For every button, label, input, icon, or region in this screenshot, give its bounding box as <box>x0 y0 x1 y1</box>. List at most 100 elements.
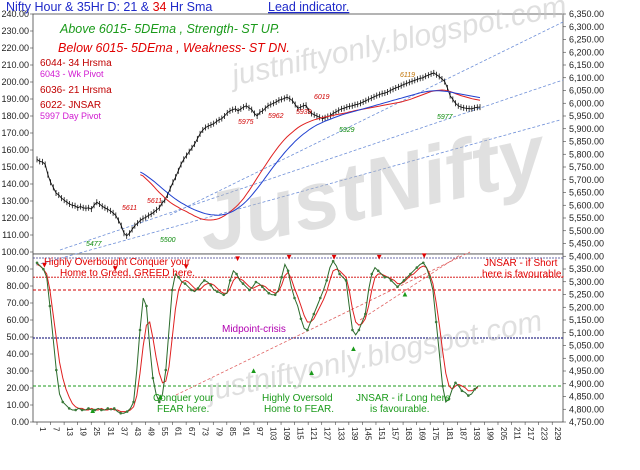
oscillator-point <box>312 312 316 316</box>
price-point-label: 5975 <box>238 119 254 126</box>
x-tick-label: 109 <box>282 427 291 441</box>
x-tick-label: 1 <box>38 427 47 432</box>
x-tick-label: 37 <box>119 427 128 436</box>
x-tick-label: 223 <box>540 427 549 441</box>
oscillator-point <box>325 279 329 282</box>
oscillator-point <box>209 283 213 287</box>
oscillator-point <box>331 259 335 263</box>
left-tick-label: 110.00 <box>2 230 29 240</box>
price-series-layer <box>36 69 481 239</box>
annotation-jnsar-long: JNSAR - if Long here is favourable. <box>356 393 453 415</box>
fear-line-1: Conquer your <box>153 393 214 404</box>
signal-arrow: ▼ <box>182 262 190 271</box>
x-tick-label: 91 <box>241 427 250 436</box>
x-tick-label: 97 <box>255 427 264 436</box>
left-tick-label: 210.00 <box>1 60 29 70</box>
x-tick-label: 103 <box>268 427 277 441</box>
oscillator-point <box>376 269 380 273</box>
sma21-line <box>140 89 481 221</box>
x-tick-label: 157 <box>391 427 400 441</box>
oscillator-point <box>299 317 303 321</box>
right-tick-label: 6,150.00 <box>569 60 604 70</box>
title-highlight: 34 <box>153 0 167 14</box>
signal-arrow: ▲ <box>308 368 316 377</box>
oscillator-point <box>467 394 470 397</box>
oscillator-point <box>351 328 354 332</box>
oscillator-point <box>100 408 103 412</box>
right-tick-label: 5,300.00 <box>569 277 604 287</box>
right-tick-label: 5,250.00 <box>569 290 604 300</box>
title-prefix: Nifty Hour & 35Hr D: 21 & <box>6 0 153 14</box>
chart-title: Nifty Hour & 35Hr D: 21 & 34 Hr Sma <box>6 0 212 14</box>
oscillator-point <box>428 275 432 279</box>
x-tick-label: 121 <box>309 427 318 441</box>
price-line <box>36 72 481 237</box>
x-tick-label: 211 <box>513 427 522 440</box>
x-tick-label: 31 <box>106 427 115 436</box>
oversold-line-2: Home to FEAR. <box>264 404 334 415</box>
oscillator-point <box>61 400 65 404</box>
right-tick-label: 6,250.00 <box>569 35 604 45</box>
oscillator-point <box>196 287 200 290</box>
right-tick-label: 5,450.00 <box>569 239 604 249</box>
left-tick-label: 160.00 <box>1 145 29 155</box>
right-tick-label: 5,150.00 <box>569 315 604 325</box>
right-tick-label: 5,650.00 <box>569 188 604 198</box>
price-point-label: 5611 <box>122 205 137 212</box>
left-tick-label: 230.00 <box>1 26 29 36</box>
axis-ticks: 4,750.00 4,800.00 4,850.00 4,900.00 4,950.00… <box>1 9 604 441</box>
oscillator-point <box>473 387 477 391</box>
right-tick-label: 5,550.00 <box>569 213 604 223</box>
x-tick-label: 73 <box>201 427 210 436</box>
legend-below: Below 6015- 5DEma , Weakness- ST DN. <box>58 41 290 55</box>
annotation-midpoint: Midpoint-crisis <box>222 324 286 335</box>
x-tick-label: 169 <box>418 427 427 441</box>
oscillator-point <box>364 312 367 316</box>
right-tick-label: 5,500.00 <box>569 226 604 236</box>
price-point-label: 5477 <box>86 241 103 248</box>
oscillator-point <box>35 261 39 265</box>
grid-lines <box>33 257 563 387</box>
left-tick-label: 30.00 <box>6 366 29 376</box>
level-item: 6044- 34 Hrsma <box>40 58 112 69</box>
trend-line <box>35 119 561 266</box>
x-tick-label: 133 <box>336 427 345 441</box>
annotation-greed: Highly Overbought Conquer your Home to G… <box>44 257 195 279</box>
right-tick-label: 5,400.00 <box>569 251 604 261</box>
left-tick-label: 190.00 <box>1 94 29 104</box>
oscillator-point <box>409 272 412 276</box>
left-tick-label: 10.00 <box>6 400 29 410</box>
oscillator-point <box>183 282 187 285</box>
price-point-label: 5977 <box>437 114 454 121</box>
signal-arrow: ▼ <box>420 251 428 260</box>
x-tick-label: 127 <box>323 427 332 441</box>
price-panel <box>32 13 564 255</box>
price-point-label: 5611 <box>147 198 162 205</box>
oscillator-point <box>421 261 425 265</box>
oscillator-point <box>396 285 399 289</box>
price-point-label: 6019 <box>314 94 330 101</box>
oscillator-point <box>402 279 406 282</box>
level-item: 6043 - Wk Pivot <box>40 69 104 79</box>
oscillator-point <box>125 410 129 413</box>
trend-line <box>175 251 471 396</box>
oscillator-point <box>80 408 84 412</box>
oscillator-point <box>441 384 444 388</box>
right-tick-label: 5,000.00 <box>569 353 604 363</box>
oscillator-point <box>235 272 238 276</box>
oscillator-point <box>170 288 174 292</box>
x-tick-label: 145 <box>363 427 372 441</box>
oscillator-point <box>273 293 277 297</box>
left-tick-label: 70.00 <box>6 298 29 308</box>
x-tick-label: 25 <box>92 427 101 436</box>
right-tick-label: 5,700.00 <box>569 175 604 185</box>
right-tick-label: 5,900.00 <box>569 124 604 134</box>
right-tick-label: 6,000.00 <box>569 98 604 108</box>
right-tick-label: 5,200.00 <box>569 302 604 312</box>
oscillator-point <box>306 328 309 332</box>
x-tick-label: 199 <box>485 427 494 441</box>
right-tick-label: 4,750.00 <box>569 417 604 427</box>
right-tick-label: 6,200.00 <box>569 47 604 57</box>
right-tick-label: 4,900.00 <box>569 379 604 389</box>
jnsar-long-line-2: is favourable. <box>370 404 429 415</box>
